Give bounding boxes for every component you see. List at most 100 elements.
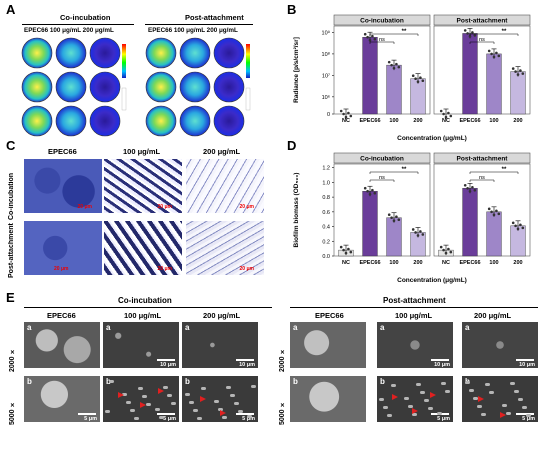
panel-label-a: A — [6, 2, 16, 17]
panel-c-col-epec66: EPEC66 — [48, 147, 77, 156]
y-tick-label: 0.2 — [322, 239, 330, 245]
data-point — [387, 60, 391, 64]
data-point — [444, 251, 448, 255]
data-point — [463, 183, 467, 187]
significance-label: ** — [402, 29, 407, 35]
data-point — [439, 109, 443, 113]
data-point — [421, 233, 425, 236]
significance-label: ns — [379, 175, 385, 181]
panel-label-b: B — [287, 2, 297, 17]
data-point — [421, 79, 425, 82]
panel-a-cols-2: EPEC66 100 μg/mL 200 μg/mL — [148, 27, 238, 34]
y-tick-label: 1.0 — [322, 180, 330, 186]
x-tick-label: 100 — [489, 260, 498, 266]
significance-bracket — [369, 33, 419, 36]
panel-c-col-200: 200 μg/mL — [203, 147, 241, 156]
bacterium-particle — [502, 404, 507, 407]
bacterium-particle — [477, 405, 482, 408]
data-point — [514, 224, 517, 228]
panel-e-col-200-1: 200 μg/mL — [203, 311, 241, 320]
data-point — [416, 234, 420, 237]
stain-image-post-200: 20 μm — [186, 221, 264, 275]
bacterium-particle — [234, 402, 239, 405]
sem-image-post-200-2000: a 10 μm — [462, 322, 538, 368]
x-tick-label: NC — [342, 118, 350, 124]
data-point — [373, 37, 377, 41]
x-tick-label: NC — [442, 260, 450, 266]
y-axis-label: Biofilm biomass (OD₅₉₀) — [293, 173, 300, 248]
bar — [386, 64, 402, 115]
data-point — [473, 188, 477, 192]
bacterium-particle — [518, 398, 523, 401]
panel-e-col-100-1: 100 μg/mL — [124, 311, 162, 320]
panel-a-group1-title: Co-incubation — [60, 13, 111, 22]
data-point — [419, 76, 422, 79]
data-point — [397, 65, 401, 69]
bacterium-particle — [142, 395, 147, 398]
data-point — [371, 34, 374, 38]
facet-strip — [333, 14, 431, 26]
data-point — [511, 221, 515, 225]
bar — [510, 71, 526, 115]
data-point — [368, 38, 372, 42]
bacterium-particle — [226, 386, 231, 389]
sem-image-co-epec66-2000: a — [24, 322, 100, 368]
bacterium-particle — [134, 417, 139, 420]
plate-grid-coincubation — [21, 37, 127, 137]
significance-label: ns — [479, 175, 485, 181]
bacterium-particle — [404, 397, 409, 400]
data-point — [468, 35, 472, 38]
sem-image-post-100-2000: a 10 μm — [377, 322, 453, 368]
facet-title: Post-attachment — [457, 18, 509, 25]
significance-bracket — [369, 41, 395, 44]
bar — [386, 217, 402, 257]
data-point — [390, 216, 393, 220]
bacterium-particle — [506, 412, 511, 415]
panel-d-chart: Biofilm biomass (OD₅₉₀) Concentration (μg… — [293, 152, 531, 284]
bacterium-particle — [201, 387, 206, 390]
data-point — [497, 212, 501, 216]
panel-c-row-postattachment: Post-attachment — [8, 223, 15, 278]
data-point — [495, 209, 498, 213]
x-tick-label: EPEC66 — [359, 260, 380, 266]
stain-image-post-epec66: 20 μm — [24, 221, 102, 275]
bacterium-particle — [428, 407, 433, 410]
panel-b-chart: Radiance [p/s/cm²/sr] Concentration (μg/m… — [293, 14, 531, 142]
stain-image-co-100: 20 μm — [104, 159, 182, 213]
bar — [462, 33, 478, 115]
data-point — [442, 248, 445, 252]
y-axis-label: Radiance [p/s/cm²/sr] — [293, 37, 300, 103]
data-point — [449, 114, 453, 118]
bacterium-particle — [251, 385, 256, 388]
data-point — [521, 226, 525, 230]
data-point — [416, 80, 420, 83]
significance-label: ** — [502, 167, 507, 173]
plate-grid-postattachment — [145, 37, 251, 137]
bacterium-particle — [130, 409, 135, 412]
panel-a-imaging-plates — [21, 37, 251, 137]
y-tick-label: 10⁷ — [322, 72, 330, 79]
y-tick-label: 0.8 — [322, 195, 330, 201]
bacterium-particle — [424, 399, 429, 402]
bacterium-particle — [159, 416, 164, 419]
data-point — [519, 223, 522, 227]
panel-e-row-5000-1: 5000 × — [9, 400, 16, 425]
facet-title: Co-incubation — [360, 18, 404, 25]
bar — [362, 37, 378, 115]
bacterium-particle — [193, 409, 198, 412]
bacterium-particle — [379, 398, 384, 401]
bacterium-particle — [163, 386, 168, 389]
facet-title: Co-incubation — [360, 156, 404, 163]
data-point — [342, 248, 345, 252]
data-point — [463, 29, 467, 32]
x-tick-label: 200 — [413, 118, 422, 124]
x-axis-label: Concentration (μg/mL) — [397, 135, 467, 142]
data-point — [411, 228, 415, 231]
data-point — [516, 227, 520, 231]
bacterium-particle — [138, 387, 143, 390]
data-point — [392, 219, 396, 223]
facet-strip — [433, 14, 531, 26]
bar — [410, 78, 426, 115]
facet-strip — [333, 152, 431, 164]
sem-image-co-100-5000: b5 μm — [103, 376, 179, 422]
